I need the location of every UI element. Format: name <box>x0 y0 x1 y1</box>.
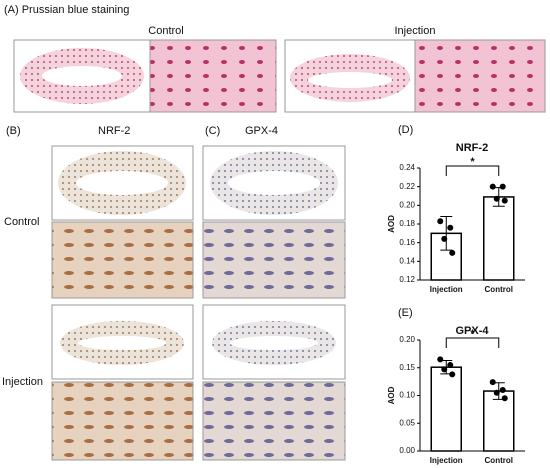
data-point <box>441 366 448 373</box>
panel-label: (B) <box>6 125 21 137</box>
significance-bracket <box>445 165 500 176</box>
y-tick-label: 0.24 <box>399 163 415 172</box>
y-tick-label: 0.14 <box>399 256 415 265</box>
y-tick-label: 0.00 <box>399 446 415 455</box>
image <box>202 221 346 299</box>
data-point <box>489 183 496 190</box>
image <box>414 39 546 113</box>
image <box>51 381 194 461</box>
data-point <box>499 183 506 190</box>
data-point <box>447 224 454 231</box>
data-point <box>441 235 448 242</box>
x-tick-label: Control <box>485 285 513 294</box>
data-point <box>501 395 508 402</box>
data-point <box>499 386 506 393</box>
data-point <box>437 218 444 225</box>
image <box>78 336 166 350</box>
bar <box>483 196 515 281</box>
data-point <box>449 371 456 378</box>
y-tick-label: 0.05 <box>399 418 415 427</box>
panel-label: (E) <box>398 307 413 319</box>
data-point <box>447 361 454 368</box>
data-point <box>449 249 456 256</box>
y-tick-label: 0.18 <box>399 219 415 228</box>
image <box>308 72 392 88</box>
data-point <box>437 356 444 363</box>
image <box>76 171 168 195</box>
panel-label: (D) <box>398 124 413 136</box>
x-tick-label: Injection <box>430 456 463 465</box>
x-tick-label: Control <box>485 456 513 465</box>
annotation: * <box>470 328 475 340</box>
image <box>51 221 194 299</box>
row-label: Injection <box>2 376 43 388</box>
panel-title: NRF-2 <box>98 125 130 137</box>
y-tick-label: 0.20 <box>399 335 415 344</box>
panel-label: (A) Prussian blue staining <box>4 4 129 16</box>
panel-label: (C) <box>205 125 220 137</box>
image <box>228 171 320 195</box>
column-label: Injection <box>395 25 436 37</box>
y-axis-label: AOD <box>387 215 396 233</box>
error-bar <box>440 216 453 251</box>
x-tick-label: Injection <box>430 285 463 294</box>
y-tick-label: 0.12 <box>399 275 415 284</box>
panels-b-c: (B) NRF-2 (C) GPX-4 Control Injection <box>2 125 346 461</box>
data-point <box>489 379 496 386</box>
bar <box>483 390 515 452</box>
data-point <box>501 197 508 204</box>
image <box>202 381 346 461</box>
image <box>230 336 318 350</box>
significance-bracket <box>445 337 500 348</box>
panel-title: GPX-4 <box>245 125 278 137</box>
row-label: Control <box>4 216 39 228</box>
image <box>149 39 277 113</box>
chart-title: NRF-2 <box>456 142 488 154</box>
bar <box>430 366 462 452</box>
annotation: * <box>470 156 475 168</box>
y-tick-label: 0.10 <box>399 391 415 400</box>
y-axis-label: AOD <box>387 386 396 404</box>
chart-title: GPX-4 <box>455 325 489 337</box>
column-label: Control <box>148 25 183 37</box>
y-tick-label: 0.20 <box>399 200 415 209</box>
y-tick-label: 0.16 <box>399 238 415 247</box>
data-point <box>493 389 500 396</box>
data-point <box>493 195 500 202</box>
y-tick-label: 0.22 <box>399 182 415 191</box>
panel-a: (A) Prussian blue staining Control Injec… <box>4 4 546 113</box>
y-tick-label: 0.15 <box>399 363 415 372</box>
image <box>42 66 122 86</box>
